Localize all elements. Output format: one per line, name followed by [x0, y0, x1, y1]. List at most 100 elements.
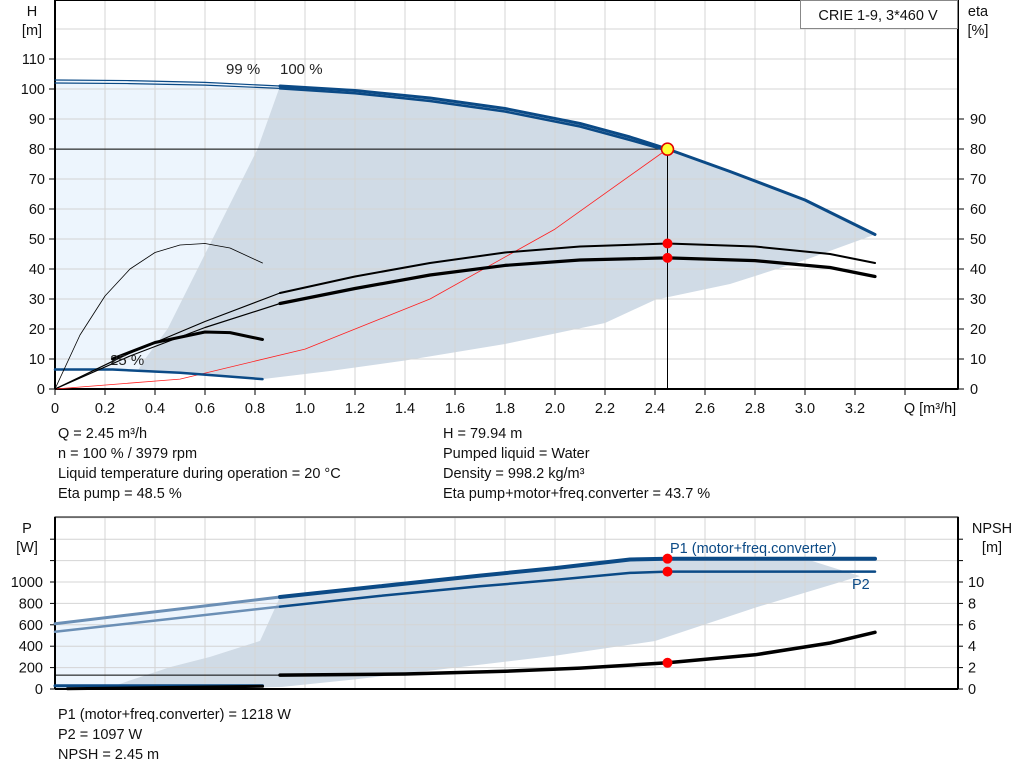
info-p2: P2 = 1097 W: [58, 727, 143, 743]
info-speed: n = 100 % / 3979 rpm: [58, 446, 198, 462]
y-tick-label-right: 70: [970, 172, 986, 188]
x-tick-label: 1.2: [345, 401, 365, 417]
y-tick-label-left: 110: [22, 52, 45, 68]
x-tick-label: 0.6: [195, 401, 215, 417]
duty-marker-eta-total: [662, 252, 673, 263]
npsh-curve-25: [66, 684, 264, 691]
info-eta-pump: Eta pump = 48.5 %: [58, 486, 182, 502]
label-p2: P2: [852, 577, 870, 593]
x-tick-label: 3.2: [845, 401, 865, 417]
system-curve: [54, 148, 668, 390]
x-tick-label: 2.4: [645, 401, 665, 417]
shade-light-region: [55, 80, 280, 371]
x-tick-label: 2.0: [545, 401, 565, 417]
head-curve-25: [53, 368, 264, 381]
y-tick-label-left: 30: [29, 292, 45, 308]
eta-pump-curve: [279, 242, 876, 294]
y-tick-label-left: 70: [29, 172, 45, 188]
y-tick-label-left-power: 400: [19, 639, 43, 655]
y-tick-label-right: 0: [970, 382, 978, 398]
x-tick-label: 2.2: [595, 401, 615, 417]
y-tick-label-left: 20: [29, 322, 45, 338]
x-tick-label: 1.6: [445, 401, 465, 417]
shade-operating-region: [137, 86, 875, 380]
x-tick-label: 2.6: [695, 401, 715, 417]
info-right: H = 79.94 m Pumped liquid = Water Densit…: [443, 424, 710, 504]
eta-pump-curve-25: [54, 243, 263, 390]
y-tick-label-right-power: 0: [968, 682, 976, 698]
y-axis-label-right: eta: [968, 4, 989, 20]
y-tick-label-left-power: 600: [19, 618, 43, 634]
y-tick-label-left-power: 0: [35, 682, 43, 698]
x-tick-label: 0.2: [95, 401, 115, 417]
info-temperature: Liquid temperature during operation = 20…: [58, 466, 341, 482]
y-tick-label-left-power: 200: [19, 661, 43, 677]
y-tick-label-right: 60: [970, 202, 986, 218]
y-tick-label-right-power: 4: [968, 639, 976, 655]
info-flow: Q = 2.45 m³/h: [58, 426, 148, 442]
info-liquid: Pumped liquid = Water: [443, 446, 590, 462]
info-left: Q = 2.45 m³/h n = 100 % / 3979 rpm Liqui…: [58, 424, 341, 504]
head-curve-99: [278, 87, 669, 152]
y-tick-label-right: 10: [970, 352, 986, 368]
y-tick-label-left: 90: [29, 112, 45, 128]
y-tick-label-left-power: 800: [19, 596, 43, 612]
y-axis-unit-right: [%]: [968, 23, 989, 39]
duty-marker-p2: [662, 566, 673, 577]
p1-curve-extended: [53, 595, 282, 626]
label-25-percent: 25 %: [110, 352, 144, 369]
y-tick-label-left: 80: [29, 142, 45, 158]
info-npsh: NPSH = 2.45 m: [58, 747, 160, 763]
x-tick-label: 0.4: [145, 401, 165, 417]
y-axis-unit-left: [m]: [22, 23, 42, 39]
head-curve-100-extended: [54, 79, 281, 87]
y-tick-label-right: 80: [970, 142, 986, 158]
y-tick-label-right: 20: [970, 322, 986, 338]
label-99-percent: 99 %: [226, 61, 260, 78]
info-eta-total: Eta pump+motor+freq.converter = 43.7 %: [443, 486, 711, 502]
x-tick-label: 1.0: [295, 401, 315, 417]
x-tick-label: 3.0: [795, 401, 815, 417]
y-tick-label-right-power: 10: [968, 575, 984, 591]
x-tick-label: 1.8: [495, 401, 515, 417]
y-axis-unit-power: [W]: [16, 540, 38, 556]
info-density: Density = 998.2 kg/m³: [443, 466, 585, 482]
info-p1: P1 (motor+freq.converter) = 1218 W: [58, 707, 291, 723]
y-tick-label-right: 90: [970, 112, 986, 128]
shade-operating-region-power: [105, 558, 860, 689]
duty-marker-eta-pump: [662, 238, 673, 249]
y-axis-label-power: P: [22, 521, 32, 537]
x-tick-label: 0: [51, 401, 59, 417]
eta-pump-curve-extended: [54, 292, 281, 390]
eta-total-curve-25: [111, 330, 264, 361]
eta-total-curve: [278, 256, 877, 306]
chart-title: CRIE 1-9, 3*460 V: [818, 8, 938, 24]
y-tick-label-left: 40: [29, 262, 45, 278]
y-tick-label-left: 50: [29, 232, 45, 248]
y-tick-label-right: 40: [970, 262, 986, 278]
duty-marker-npsh: [662, 657, 673, 668]
label-100-percent: 100 %: [280, 61, 323, 78]
x-axis-label: Q [m³/h]: [904, 401, 956, 417]
y-tick-label-right: 50: [970, 232, 986, 248]
y-tick-label-right: 30: [970, 292, 986, 308]
y-tick-label-right-power: 2: [968, 661, 976, 677]
y-tick-label-left: 100: [21, 82, 45, 98]
y-tick-label-right-power: 8: [968, 596, 976, 612]
info-power: P1 (motor+freq.converter) = 1218 W P2 = …: [58, 705, 291, 765]
y-tick-label-left: 60: [29, 202, 45, 218]
x-tick-label: 0.8: [245, 401, 265, 417]
y-axis-label-left: H: [27, 4, 37, 20]
label-p1: P1 (motor+freq.converter): [670, 541, 836, 557]
title-box: [800, 0, 958, 29]
p2-curve-extended: [53, 605, 282, 634]
eta-total-curve-extended: [54, 302, 281, 390]
y-tick-label-right-power: 6: [968, 618, 976, 634]
npsh-curve: [278, 630, 877, 677]
y-axis-label-npsh: NPSH: [972, 521, 1012, 537]
head-curve-100: [278, 84, 877, 236]
duty-point-marker: [660, 142, 675, 156]
x-tick-label: 2.8: [745, 401, 765, 417]
y-tick-label-left: 10: [29, 352, 45, 368]
